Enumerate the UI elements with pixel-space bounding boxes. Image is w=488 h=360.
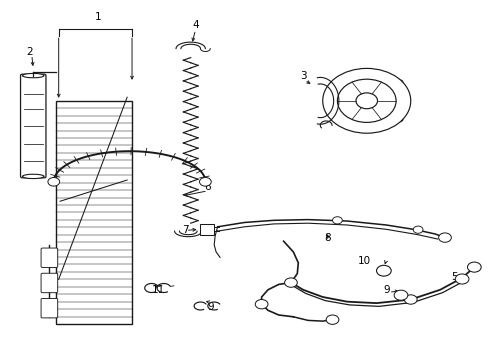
FancyBboxPatch shape [41,248,58,267]
Circle shape [337,79,395,122]
Text: 11: 11 [152,285,165,295]
Circle shape [199,177,211,186]
Text: 6: 6 [204,182,211,192]
Circle shape [355,93,377,109]
Circle shape [48,177,60,186]
Circle shape [393,290,407,300]
Text: 2: 2 [26,47,33,57]
Text: 9: 9 [382,285,389,295]
FancyBboxPatch shape [41,298,58,318]
Text: 8: 8 [324,233,330,243]
FancyBboxPatch shape [20,74,46,178]
Circle shape [325,315,338,324]
Circle shape [467,262,480,272]
Ellipse shape [22,73,44,78]
Bar [199,224,214,235]
FancyBboxPatch shape [354,80,402,122]
Text: 1: 1 [94,12,101,22]
Text: 10: 10 [357,256,370,266]
Ellipse shape [22,174,44,179]
Circle shape [322,68,410,133]
Text: 9: 9 [206,302,213,312]
Bar [56,101,132,324]
FancyBboxPatch shape [41,273,58,293]
Text: 5: 5 [450,272,457,282]
Circle shape [438,233,450,242]
Circle shape [332,217,342,224]
Circle shape [376,265,390,276]
Circle shape [284,278,297,287]
Text: 7: 7 [182,225,189,235]
Circle shape [412,226,422,233]
Circle shape [454,274,468,284]
Text: 3: 3 [299,71,306,81]
Circle shape [255,300,267,309]
Text: 4: 4 [192,20,199,30]
Circle shape [404,295,416,304]
